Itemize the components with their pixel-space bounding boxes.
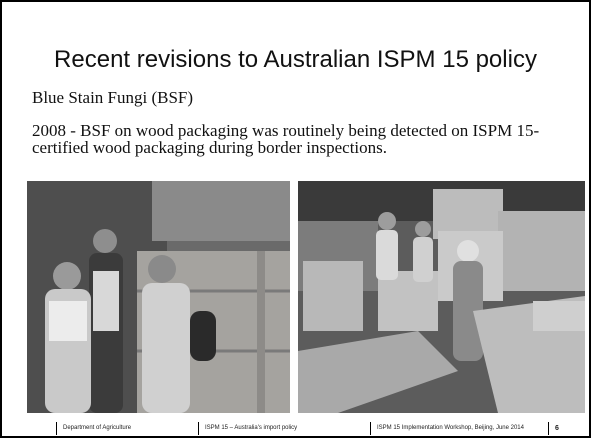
footer-department: Department of Agriculture xyxy=(56,422,131,435)
heading: Blue Stain Fungi (BSF) xyxy=(32,88,193,108)
page-number: 6 xyxy=(548,422,559,435)
paragraph: 2008 - BSF on wood packaging was routine… xyxy=(32,122,577,156)
footer-presentation: ISPM 15 – Australia's import policy xyxy=(198,422,297,435)
slide: Recent revisions to Australian ISPM 15 p… xyxy=(0,0,591,438)
footer-event: ISPM 15 Implementation Workshop, Beijing… xyxy=(370,422,524,435)
photo-warehouse xyxy=(298,181,585,413)
photo-inspectors xyxy=(27,181,290,413)
slide-title: Recent revisions to Australian ISPM 15 p… xyxy=(2,46,589,74)
